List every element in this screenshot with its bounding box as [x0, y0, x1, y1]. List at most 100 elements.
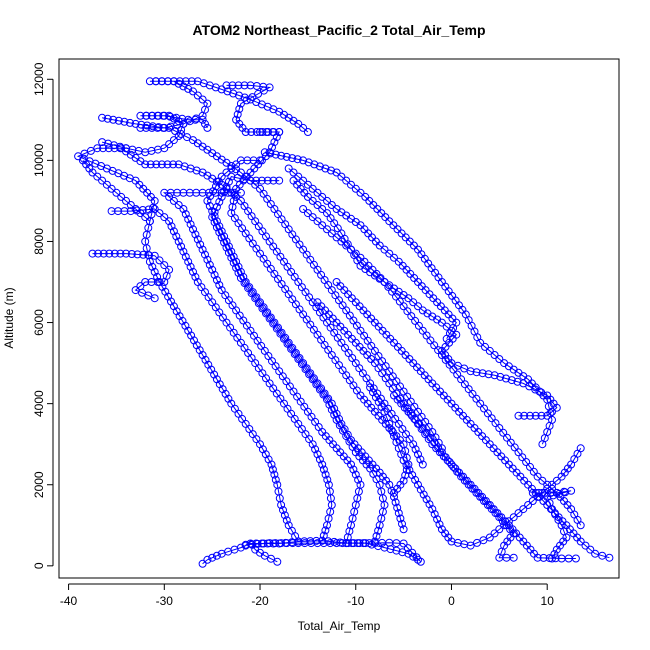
- data-point: [327, 166, 335, 175]
- data-point: [318, 192, 327, 201]
- data-point: [210, 270, 219, 279]
- data-point: [380, 543, 389, 552]
- series-line: [226, 84, 280, 133]
- series-line: [336, 281, 610, 559]
- data-point: [148, 111, 157, 120]
- data-point: [166, 188, 175, 197]
- data-point: [441, 355, 450, 364]
- data-point: [174, 201, 183, 209]
- data-point: [203, 123, 212, 132]
- series-line: [264, 151, 553, 445]
- data-point: [299, 205, 308, 213]
- data-point: [368, 265, 377, 274]
- data-point: [165, 111, 174, 120]
- data-point: [98, 113, 107, 122]
- data-point: [173, 121, 182, 130]
- data-point: [229, 89, 238, 98]
- data-point: [132, 206, 141, 215]
- data-point: [165, 217, 174, 226]
- data-point: [403, 544, 412, 553]
- data-point: [310, 160, 319, 169]
- data-point: [426, 433, 435, 442]
- data-point: [375, 241, 384, 250]
- data-point: [217, 192, 226, 201]
- data-point: [212, 276, 221, 284]
- data-point: [104, 139, 113, 148]
- data-point: [208, 265, 217, 274]
- x-tick-label: -20: [251, 594, 269, 608]
- data-point: [234, 262, 243, 271]
- data-point: [236, 267, 245, 276]
- data-point: [552, 403, 561, 412]
- data-point: [107, 207, 116, 216]
- data-point: [449, 365, 458, 374]
- series-line: [251, 544, 278, 563]
- data-point: [145, 251, 153, 260]
- series-line: [288, 168, 457, 340]
- data-point: [122, 196, 130, 205]
- data-point: [155, 209, 164, 218]
- data-point: [398, 519, 406, 528]
- data-point: [332, 233, 341, 242]
- data-point: [384, 282, 393, 291]
- data-point: [215, 222, 224, 231]
- data-point: [502, 374, 510, 383]
- data-point: [319, 531, 328, 540]
- data-point: [430, 510, 439, 519]
- data-point: [418, 424, 427, 432]
- data-point: [380, 245, 389, 254]
- data-point: [114, 207, 122, 216]
- data-point: [414, 302, 422, 311]
- data-point: [397, 229, 406, 238]
- data-point: [495, 424, 504, 432]
- data-point: [360, 257, 369, 266]
- data-point: [112, 188, 121, 197]
- data-point: [381, 213, 390, 222]
- data-point: [167, 222, 176, 231]
- data-point: [373, 205, 382, 213]
- data-point: [571, 554, 580, 563]
- data-point: [232, 160, 241, 169]
- data-point: [315, 162, 324, 171]
- data-point: [422, 331, 431, 340]
- data-point: [193, 278, 202, 286]
- data-point: [321, 470, 330, 479]
- data-point: [506, 438, 515, 447]
- data-point: [210, 212, 219, 221]
- data-point: [552, 545, 561, 554]
- data-point: [392, 292, 400, 301]
- data-point: [165, 140, 174, 149]
- data-point: [241, 128, 250, 136]
- data-point: [356, 480, 365, 489]
- data-point: [99, 249, 108, 258]
- data-point: [212, 375, 221, 384]
- data-point: [252, 128, 261, 136]
- data-point: [332, 168, 341, 177]
- data-point: [318, 205, 327, 213]
- data-point: [184, 215, 193, 224]
- data-point: [401, 233, 410, 242]
- data-point: [299, 176, 308, 185]
- data-point: [499, 428, 508, 437]
- data-point: [138, 206, 147, 214]
- data-point: [160, 213, 169, 222]
- data-point: [236, 99, 245, 108]
- data-point: [490, 529, 499, 538]
- data-point: [426, 336, 435, 345]
- data-point: [422, 428, 431, 437]
- data-point: [251, 180, 260, 189]
- data-point: [196, 240, 205, 249]
- data-point: [120, 117, 129, 126]
- data-point: [99, 144, 107, 153]
- data-point: [342, 539, 351, 548]
- data-point: [211, 83, 220, 92]
- data-point: [268, 465, 277, 474]
- series-line: [140, 127, 443, 449]
- data-point: [313, 188, 322, 197]
- data-point: [201, 119, 209, 128]
- data-point: [88, 168, 97, 177]
- data-point: [137, 120, 146, 129]
- data-point: [343, 533, 352, 542]
- data-point: [284, 521, 293, 530]
- data-point: [88, 249, 97, 258]
